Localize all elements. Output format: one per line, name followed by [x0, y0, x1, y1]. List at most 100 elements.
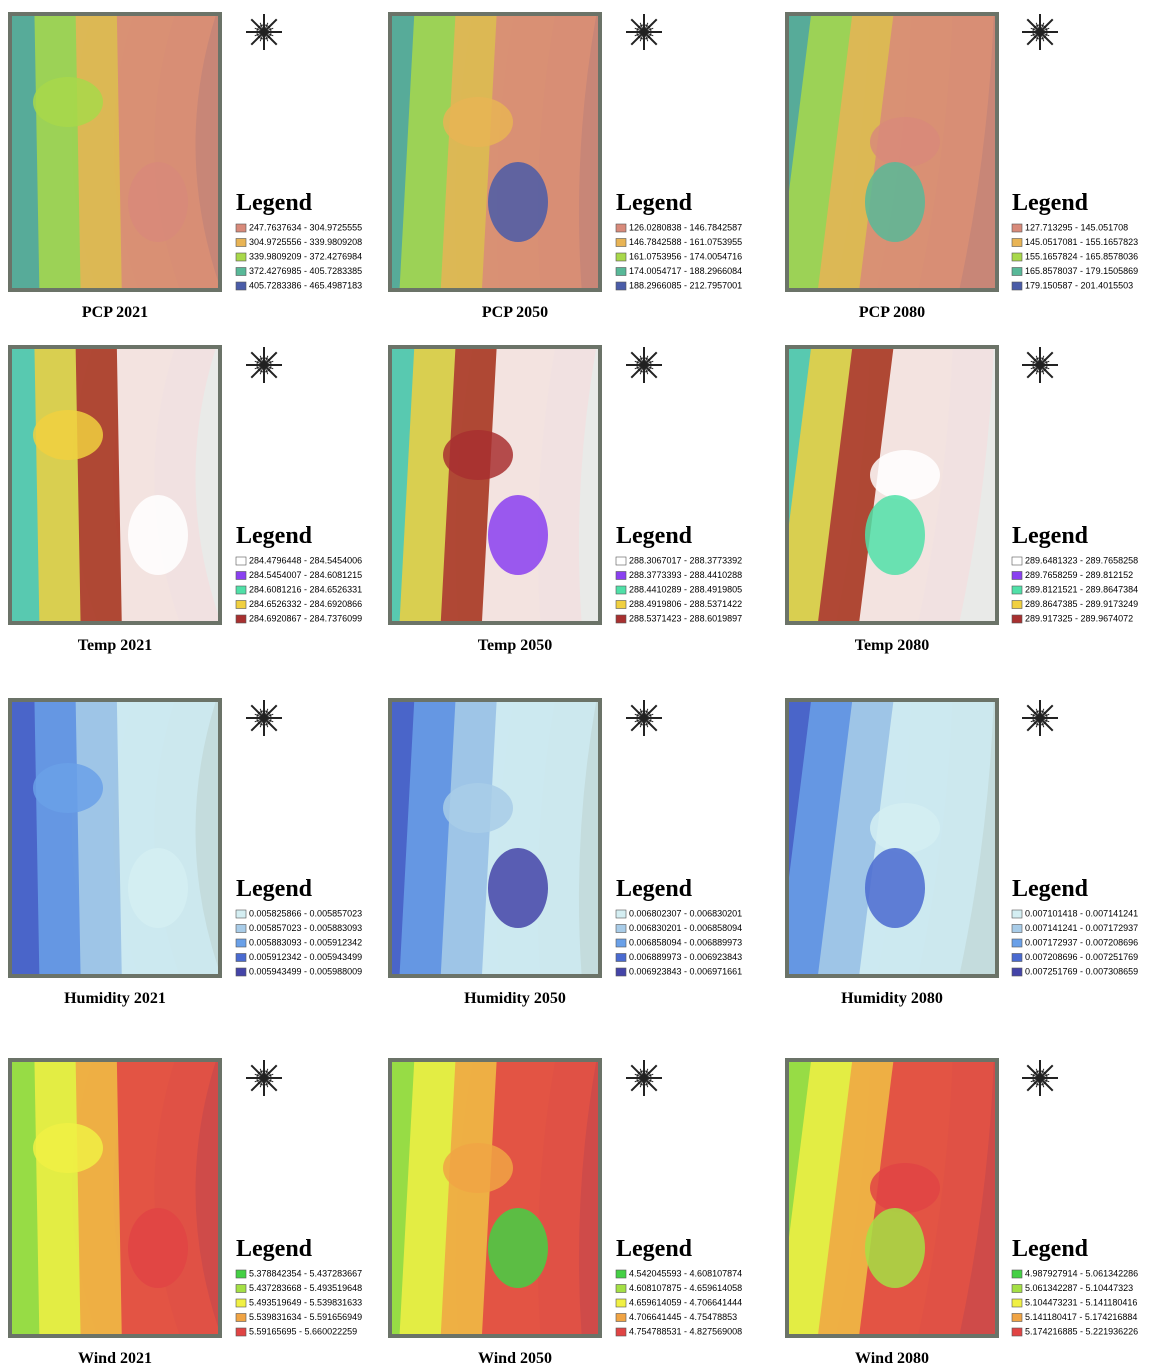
legend-swatch [616, 224, 626, 232]
map-zone [865, 495, 925, 575]
legend-title: Legend [616, 523, 693, 549]
map-area [0, 698, 263, 978]
legend-swatch [1012, 586, 1022, 594]
legend-entry: 0.007101418 - 0.007141241 [1025, 908, 1138, 918]
legend-swatch [616, 239, 626, 247]
legend-entry: 5.59165695 - 5.660022259 [249, 1326, 357, 1336]
legend-title: Legend [236, 523, 313, 549]
legend-swatch [236, 268, 246, 276]
map-area [694, 12, 1035, 292]
map-zone [33, 410, 103, 460]
map-zone [128, 1208, 188, 1288]
map-caption: Temp 2021 [78, 637, 153, 654]
legend-swatch [1012, 268, 1022, 276]
map-area [317, 698, 638, 978]
legend-swatch [236, 968, 246, 976]
legend-entry: 145.0517081 - 155.1657823 [1025, 237, 1138, 247]
legend-swatch [236, 239, 246, 247]
compass [626, 700, 662, 736]
legend-entry: 288.3773393 - 288.4410288 [629, 570, 742, 580]
map-panel: Legend126.0280838 - 146.7842587146.78425… [317, 12, 742, 321]
legend-entry: 4.542045593 - 4.608107874 [629, 1268, 742, 1278]
legend-entry: 4.659614059 - 4.706641444 [629, 1297, 742, 1307]
map-zone [482, 698, 638, 978]
map-zone [117, 1058, 263, 1338]
legend-swatch [616, 268, 626, 276]
map-area [694, 345, 1035, 625]
legend-entry: 284.4796448 - 284.5454006 [249, 555, 362, 565]
legend-swatch [616, 282, 626, 290]
map-zone [865, 1208, 925, 1288]
legend-title: Legend [236, 1236, 313, 1262]
legend-swatch [616, 1299, 626, 1307]
legend-swatch [236, 601, 246, 609]
legend-swatch [1012, 954, 1022, 962]
legend-entry: 288.4919806 - 288.5371422 [629, 599, 742, 609]
legend-swatch [616, 572, 626, 580]
map-panel: Legend4.987927914 - 5.0613422865.0613422… [694, 1058, 1138, 1367]
map-caption: PCP 2050 [482, 304, 548, 321]
legend-swatch [616, 925, 626, 933]
legend-swatch [616, 615, 626, 623]
legend-swatch [1012, 910, 1022, 918]
legend-swatch [616, 939, 626, 947]
compass [1022, 1060, 1058, 1096]
map-caption: Humidity 2080 [841, 990, 943, 1007]
legend-swatch [1012, 557, 1022, 565]
legend-swatch [236, 1328, 246, 1336]
legend-swatch [1012, 939, 1022, 947]
figure: Legend 247.7637634 - 304.9725555 304.97255… [0, 0, 1157, 1371]
legend-entry: 284.6920867 - 284.7376099 [249, 613, 362, 623]
map-zone [870, 450, 940, 500]
map-zone [443, 783, 513, 833]
legend-entry: 289.8647385 - 289.9173249 [1025, 599, 1138, 609]
map-zone [128, 162, 188, 242]
legend-entry: 5.061342287 - 5.10447323 [1025, 1283, 1133, 1293]
compass [626, 14, 662, 50]
compass [626, 347, 662, 383]
map-zone [865, 848, 925, 928]
legend-entry: 289.7658259 - 289.812152 [1025, 570, 1133, 580]
map-caption: Wind 2050 [478, 1350, 552, 1367]
compass [246, 1060, 282, 1096]
legend-swatch [1012, 282, 1022, 290]
map-caption: Wind 2080 [855, 1350, 929, 1367]
map-zone [482, 345, 638, 625]
map-area [694, 1058, 1035, 1338]
legend-swatch [616, 1285, 626, 1293]
legend-entry: 0.005912342 - 0.005943499 [249, 952, 362, 962]
legend-entry: 4.987927914 - 5.061342286 [1025, 1268, 1138, 1278]
legend-entry: 247.7637634 - 304.9725555 [249, 222, 362, 232]
legend-entry: 4.706641445 - 4.75478853 [629, 1312, 737, 1322]
map-zone [117, 345, 263, 625]
legend-entry: 304.9725556 - 339.9809208 [249, 237, 362, 247]
map-area [0, 1058, 263, 1338]
map-zone [488, 162, 548, 242]
legend-entry: 0.006923843 - 0.006971661 [629, 966, 742, 976]
legend-swatch [236, 1270, 246, 1278]
legend-swatch [236, 615, 246, 623]
legend-entry: 126.0280838 - 146.7842587 [629, 222, 742, 232]
legend-entry: 0.006830201 - 0.006858094 [629, 923, 742, 933]
legend-swatch [1012, 968, 1022, 976]
legend-entry: 289.6481323 - 289.7658258 [1025, 555, 1138, 565]
legend-entry: 405.7283386 - 465.4987183 [249, 280, 362, 290]
legend-swatch [1012, 615, 1022, 623]
compass [626, 1060, 662, 1096]
map-area [317, 12, 638, 292]
legend-entry: 165.8578037 - 179.1505869 [1025, 266, 1138, 276]
legend-entry: 0.005825866 - 0.005857023 [249, 908, 362, 918]
legend-entry: 5.378842354 - 5.437283667 [249, 1268, 362, 1278]
legend-entry: 339.9809209 - 372.4276984 [249, 251, 362, 261]
legend-entry: 127.713295 - 145.051708 [1025, 222, 1128, 232]
legend-swatch [616, 601, 626, 609]
legend-entry: 5.437283668 - 5.493519648 [249, 1283, 362, 1293]
compass [1022, 14, 1058, 50]
legend-swatch [236, 954, 246, 962]
legend-entry: 146.7842588 - 161.0753955 [629, 237, 742, 247]
legend-swatch [616, 586, 626, 594]
compass [246, 347, 282, 383]
